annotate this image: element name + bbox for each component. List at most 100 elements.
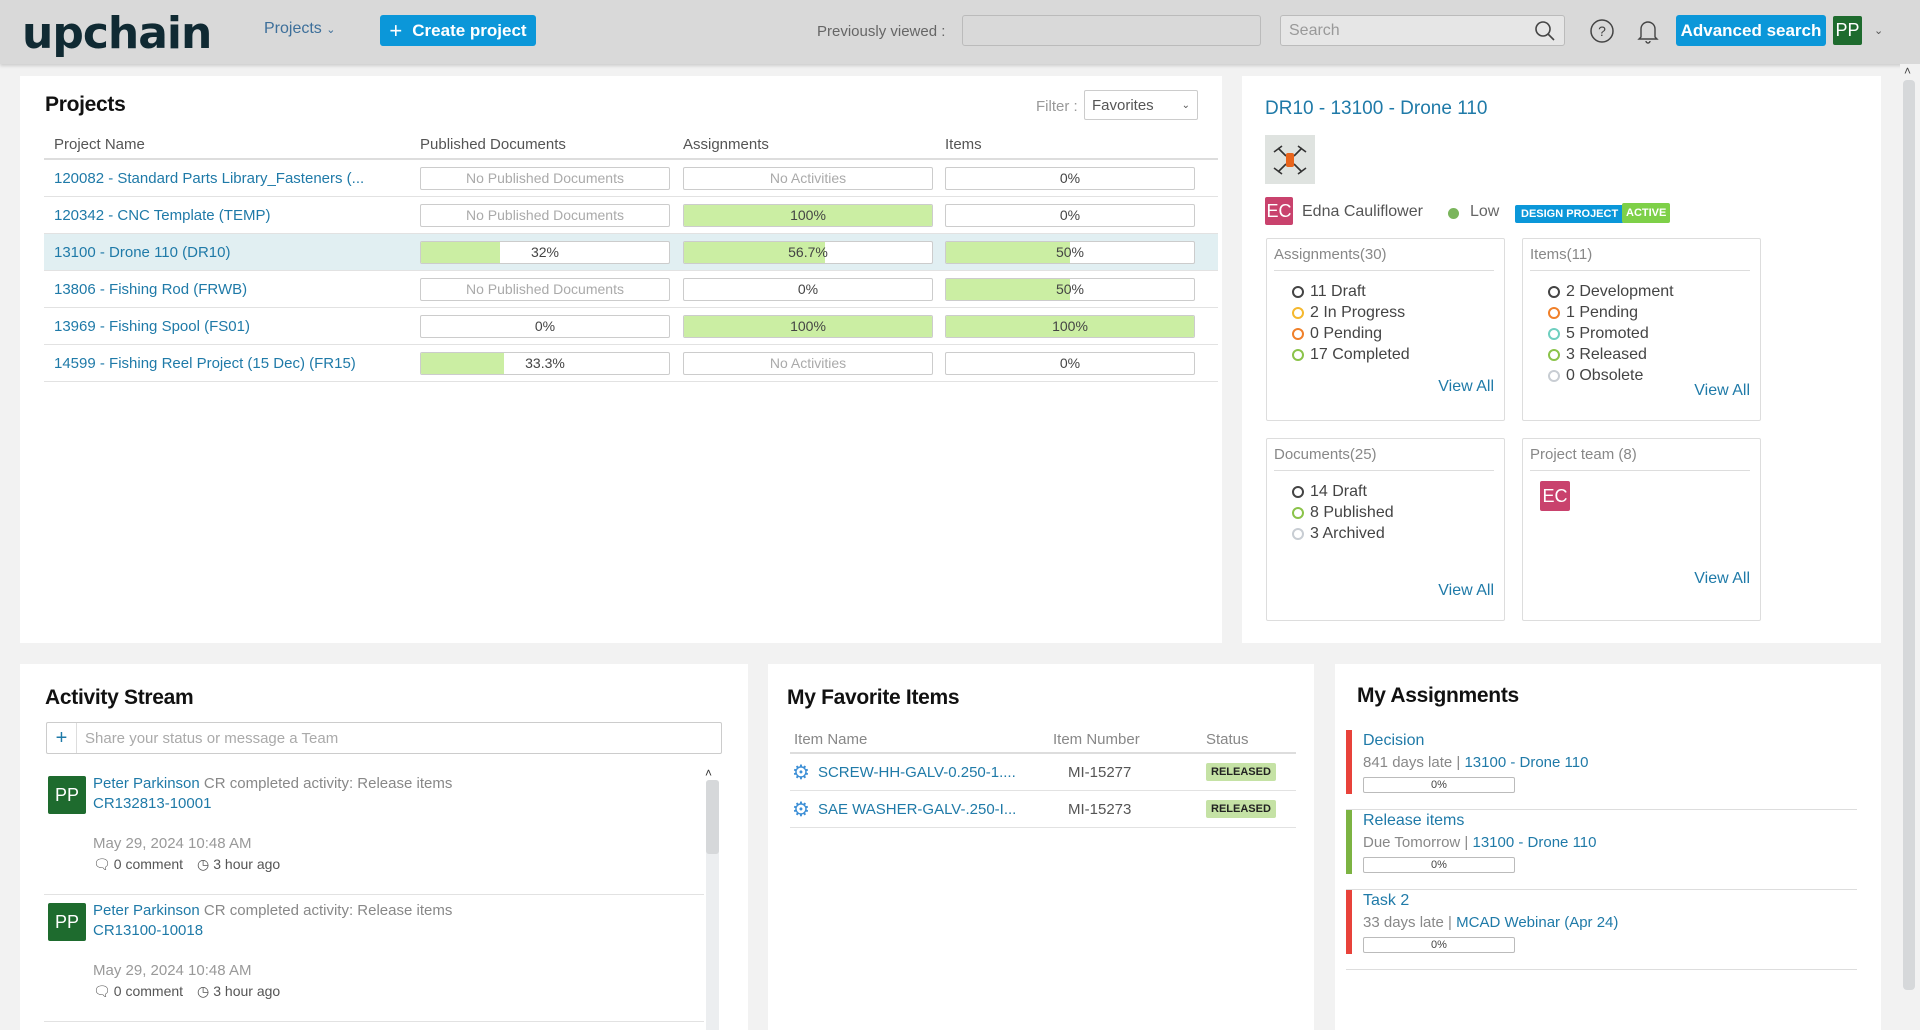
items-progress-bar[interactable]: 0% bbox=[945, 203, 1195, 227]
items-progress-bar[interactable]: 0% bbox=[945, 166, 1195, 190]
project-team-card: Project team (8) EC View All bbox=[1522, 438, 1761, 621]
column-header-item-name[interactable]: Item Name bbox=[794, 730, 868, 748]
assignment-progress-bar: 0% bbox=[1363, 777, 1515, 793]
status-message-input[interactable]: + Share your status or message a Team bbox=[46, 722, 722, 754]
assignments-view-all-link[interactable]: View All bbox=[1438, 378, 1494, 395]
page-scrollbar-thumb[interactable] bbox=[1903, 80, 1915, 990]
favorite-item-row[interactable]: ⚙ SAE WASHER-GALV-.250-I... MI-15273 RELEAS… bbox=[790, 791, 1296, 828]
project-name-link[interactable]: 13969 - Fishing Spool (FS01) bbox=[54, 317, 250, 335]
documents-summary-card: Documents(25) 14 Draft 8 Published 3 Arc… bbox=[1266, 438, 1505, 621]
favorite-item-row[interactable]: ⚙ SCREW-HH-GALV-0.250-1.... MI-15277 RELEAS… bbox=[790, 754, 1296, 791]
user-link[interactable]: Peter Parkinson bbox=[93, 902, 200, 919]
activity-date: May 29, 2024 10:48 AM bbox=[93, 835, 252, 852]
column-header-published-documents[interactable]: Published Documents bbox=[420, 135, 566, 153]
status-label: 0 Obsolete bbox=[1566, 366, 1644, 384]
published-documents-progress-bar[interactable]: No Published Documents bbox=[420, 277, 670, 301]
item-name-link[interactable]: SAE WASHER-GALV-.250-I... bbox=[817, 800, 1017, 818]
notifications-bell-icon[interactable] bbox=[1634, 17, 1662, 45]
project-row[interactable]: 120342 - CNC Template (TEMP) No Published… bbox=[44, 197, 1218, 234]
activity-stream-title: Activity Stream bbox=[45, 686, 194, 709]
advanced-search-button[interactable]: Advanced search bbox=[1676, 15, 1826, 46]
activity-meta: 🗨︎ 0 comment ◷ 3 hour ago bbox=[93, 856, 280, 873]
status-label: 11 Draft bbox=[1310, 282, 1366, 300]
project-row[interactable]: 13100 - Drone 110 (DR10) 32% 56.7% 50% bbox=[44, 234, 1218, 271]
column-header-project-name[interactable]: Project Name bbox=[54, 135, 145, 153]
assignment-project-link[interactable]: 13100 - Drone 110 bbox=[1464, 754, 1589, 771]
items-progress-bar[interactable]: 100% bbox=[945, 314, 1195, 338]
project-name-link[interactable]: 14599 - Fishing Reel Project (15 Dec) (F… bbox=[54, 354, 356, 372]
published-documents-progress-bar[interactable]: No Published Documents bbox=[420, 203, 670, 227]
filter-select[interactable]: Favorites ⌄ bbox=[1084, 90, 1198, 120]
user-menu-chevron-icon[interactable]: ⌄ bbox=[1874, 25, 1884, 37]
progress-label: 50% bbox=[1055, 281, 1085, 297]
team-view-all-link[interactable]: View All bbox=[1694, 570, 1750, 587]
published-documents-progress-bar[interactable]: No Published Documents bbox=[420, 166, 670, 190]
previously-viewed-select[interactable] bbox=[962, 15, 1261, 46]
progress-fill bbox=[946, 315, 1194, 337]
assignments-progress-bar[interactable]: 56.7% bbox=[683, 240, 933, 264]
assignments-progress-bar[interactable]: No Activities bbox=[683, 351, 933, 375]
projects-nav-menu[interactable]: Projects ⌄ bbox=[264, 20, 335, 38]
user-avatar[interactable]: PP bbox=[48, 903, 86, 941]
status-published: 8 Published bbox=[1274, 502, 1497, 523]
activity-scrollbar-thumb[interactable] bbox=[706, 780, 719, 854]
assignment-name-link[interactable]: Task 2 bbox=[1363, 892, 1410, 909]
upchain-logo[interactable]: upchain bbox=[22, 8, 212, 59]
published-documents-progress-bar[interactable]: 32% bbox=[420, 240, 670, 264]
create-project-button[interactable]: + Create project bbox=[380, 15, 536, 46]
column-header-items[interactable]: Items bbox=[945, 135, 982, 153]
user-avatar[interactable]: PP bbox=[1833, 16, 1862, 45]
favorites-table-header: Item Name Item Number Status bbox=[790, 726, 1296, 754]
assignment-due: 841 days late | bbox=[1363, 754, 1465, 771]
assignments-progress-bar[interactable]: 100% bbox=[683, 314, 933, 338]
project-name-link[interactable]: 120082 - Standard Parts Library_Fastener… bbox=[54, 169, 365, 187]
user-avatar[interactable]: PP bbox=[48, 776, 86, 814]
assignment-name-link[interactable]: Release items bbox=[1363, 812, 1465, 829]
assignment-project-link[interactable]: 13100 - Drone 110 bbox=[1472, 834, 1597, 851]
change-request-link[interactable]: CR132813-10001 bbox=[93, 795, 212, 812]
search-icon[interactable] bbox=[1534, 20, 1556, 42]
project-detail-title[interactable]: DR10 - 13100 - Drone 110 bbox=[1265, 98, 1488, 119]
documents-view-all-link[interactable]: View All bbox=[1438, 582, 1494, 599]
project-name-link[interactable]: 120342 - CNC Template (TEMP) bbox=[54, 206, 271, 224]
help-icon[interactable]: ? bbox=[1588, 17, 1616, 45]
items-progress-bar[interactable]: 50% bbox=[945, 240, 1195, 264]
items-progress-bar[interactable]: 0% bbox=[945, 351, 1195, 375]
project-row[interactable]: 120082 - Standard Parts Library_Fastener… bbox=[44, 160, 1218, 197]
add-attachment-plus-icon[interactable]: + bbox=[47, 723, 77, 753]
items-progress-bar[interactable]: 50% bbox=[945, 277, 1195, 301]
status-completed: 17 Completed bbox=[1274, 344, 1497, 365]
assignment-project-link[interactable]: MCAD Webinar (Apr 24) bbox=[1456, 914, 1619, 931]
status-circle-icon bbox=[1292, 327, 1304, 340]
items-view-all-link[interactable]: View All bbox=[1694, 382, 1750, 399]
scroll-up-icon[interactable]: ˄ bbox=[1904, 64, 1912, 78]
item-name-link[interactable]: SCREW-HH-GALV-0.250-1.... bbox=[817, 763, 1016, 781]
favorite-items-title: My Favorite Items bbox=[787, 686, 960, 709]
project-row[interactable]: 13969 - Fishing Spool (FS01) 0% 100% 100% bbox=[44, 308, 1218, 345]
project-row[interactable]: 13806 - Fishing Rod (FRWB) No Published D… bbox=[44, 271, 1218, 308]
column-header-assignments[interactable]: Assignments bbox=[683, 135, 769, 153]
project-row[interactable]: 14599 - Fishing Reel Project (15 Dec) (F… bbox=[44, 345, 1218, 382]
search-input[interactable]: Search bbox=[1280, 15, 1565, 46]
assignments-progress-cell: No Activities bbox=[683, 166, 945, 190]
column-header-item-number[interactable]: Item Number bbox=[1053, 730, 1140, 748]
scroll-up-icon[interactable]: ˄ bbox=[705, 766, 713, 780]
project-name-link[interactable]: 13100 - Drone 110 (DR10) bbox=[54, 243, 231, 261]
assignments-progress-bar[interactable]: No Activities bbox=[683, 166, 933, 190]
status-circle-icon bbox=[1548, 348, 1560, 361]
user-link[interactable]: Peter Parkinson bbox=[93, 775, 200, 792]
assignment-progress-bar: 0% bbox=[1363, 857, 1515, 873]
assignment-name-link[interactable]: Decision bbox=[1363, 732, 1425, 749]
filter-value: Favorites bbox=[1092, 96, 1154, 114]
published-documents-progress-bar[interactable]: 33.3% bbox=[420, 351, 670, 375]
comments-link[interactable]: 🗨︎ 0 comment bbox=[93, 856, 183, 873]
column-header-status[interactable]: Status bbox=[1206, 730, 1249, 748]
team-member-avatar[interactable]: EC bbox=[1540, 481, 1570, 511]
comments-link[interactable]: 🗨︎ 0 comment bbox=[93, 983, 183, 1000]
published-documents-progress-bar[interactable]: 0% bbox=[420, 314, 670, 338]
assignments-progress-bar[interactable]: 0% bbox=[683, 277, 933, 301]
assignments-progress-bar[interactable]: 100% bbox=[683, 203, 933, 227]
change-request-link[interactable]: CR13100-10018 bbox=[93, 922, 204, 939]
activity-scrollbar[interactable] bbox=[706, 780, 719, 1030]
project-name-link[interactable]: 13806 - Fishing Rod (FRWB) bbox=[54, 280, 248, 298]
